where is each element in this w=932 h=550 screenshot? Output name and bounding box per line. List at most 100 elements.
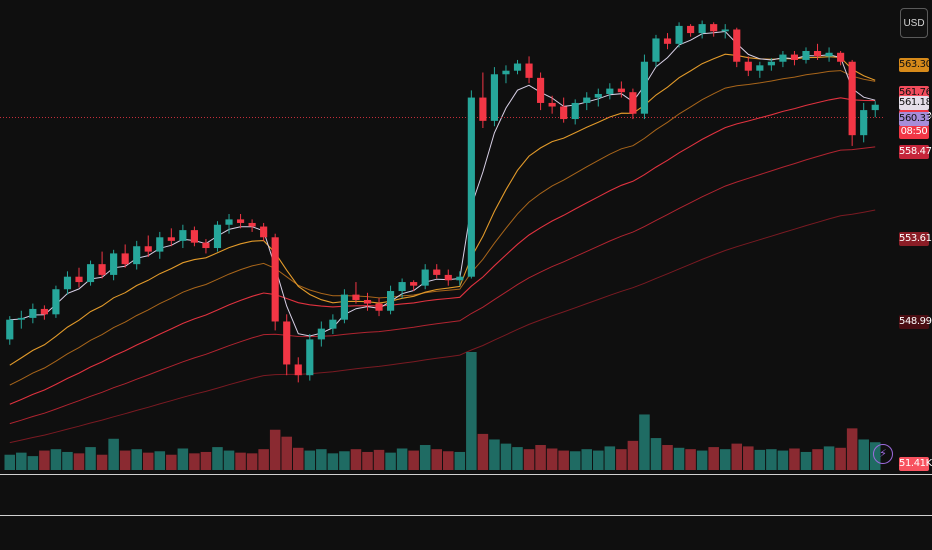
volume-bar <box>696 450 708 470</box>
price-label: 563.30 <box>899 58 932 73</box>
volume-bar <box>246 453 258 470</box>
candle-body <box>490 74 499 121</box>
candle-body <box>479 97 487 121</box>
price-label: 560.33 <box>899 111 932 126</box>
volume-label: 51.41K <box>899 457 932 471</box>
candle-body <box>375 303 383 311</box>
candle-body <box>40 308 48 315</box>
volume-bar <box>223 450 235 470</box>
candle-body <box>433 269 441 275</box>
volume-bar <box>131 449 142 470</box>
lightning-icon[interactable]: ⚡ <box>873 444 893 464</box>
volume-bar <box>108 438 119 470</box>
volume-bar <box>85 447 96 470</box>
volume-bar <box>512 447 523 470</box>
volume-bar <box>385 452 396 470</box>
candle-body <box>190 230 198 243</box>
candle-body <box>733 29 741 62</box>
candle-body <box>583 97 591 103</box>
moving-average-line-2 <box>9 146 876 425</box>
volume-bar <box>535 445 546 470</box>
candle-body <box>560 106 568 120</box>
volume-bar <box>523 449 535 470</box>
candle-body <box>236 219 245 223</box>
volume-bar <box>835 447 846 470</box>
candle-body <box>294 364 302 376</box>
volume-bar <box>339 451 350 470</box>
price-label: 548.99 <box>899 314 932 329</box>
candle-body <box>467 97 475 277</box>
volume-bar <box>708 447 719 470</box>
candle-body <box>640 61 649 114</box>
candle-body <box>271 237 279 322</box>
volume-bar <box>500 443 512 470</box>
currency-selector-button[interactable]: USD <box>900 8 928 38</box>
candle-body <box>813 50 822 57</box>
candle-body <box>860 110 868 136</box>
price-label: 561.18 <box>899 96 932 111</box>
candle-body <box>352 294 360 300</box>
candle-body <box>202 242 210 249</box>
volume-bar <box>650 438 662 470</box>
volume-bar <box>212 447 223 470</box>
volume-bar <box>569 451 581 470</box>
candle-body <box>248 222 256 227</box>
pane-divider-bottom <box>0 515 932 516</box>
volume-bar <box>119 450 131 470</box>
volume-bar <box>50 449 62 470</box>
candle-body <box>663 38 672 44</box>
volume-bar <box>304 450 316 470</box>
volume-bar <box>662 445 673 470</box>
volume-bar <box>350 449 362 470</box>
volume-bar <box>489 439 500 470</box>
volume-bar <box>546 448 558 470</box>
candle-body <box>386 291 395 311</box>
candle-body <box>837 52 845 62</box>
candle-body <box>571 102 579 120</box>
moving-average-line-4 <box>9 70 876 386</box>
candle-body <box>675 25 683 44</box>
candle-body <box>317 328 325 340</box>
candle-body <box>86 264 95 283</box>
candle-body <box>698 24 706 34</box>
candle-body <box>871 104 879 111</box>
volume-bar <box>812 449 823 470</box>
candle-body <box>721 29 729 32</box>
volume-bar <box>16 452 27 470</box>
volume-bar <box>62 451 73 470</box>
moving-average-line-5 <box>9 53 876 366</box>
candle-body <box>75 276 83 283</box>
volume-bar <box>373 449 385 470</box>
candle-body <box>410 282 418 286</box>
volume-bar <box>408 450 419 470</box>
volume-bar <box>558 450 569 470</box>
volume-bar <box>581 449 593 470</box>
candle-body <box>767 61 775 66</box>
volume-bar <box>27 456 39 470</box>
candle-body <box>306 339 314 376</box>
candle-body <box>606 88 614 94</box>
volume-bar <box>443 451 454 470</box>
volume-bar <box>269 429 281 470</box>
volume-bar <box>235 452 246 470</box>
moving-average-line-6 <box>9 30 876 337</box>
candle-body <box>629 92 637 114</box>
candle-body <box>825 52 833 57</box>
candle-body <box>167 237 175 241</box>
candle-body <box>537 77 545 103</box>
volume-bar <box>200 451 212 470</box>
volume-bar <box>73 453 85 470</box>
volume-bar <box>823 446 835 470</box>
candle-body <box>340 294 348 320</box>
volume-bar <box>466 352 477 470</box>
volume-bar <box>800 451 812 470</box>
volume-bar <box>154 451 166 470</box>
volume-bar <box>454 451 466 470</box>
candle-body <box>52 289 60 315</box>
volume-bar <box>292 447 304 470</box>
candle-body <box>156 237 164 252</box>
volume-bar <box>627 440 639 470</box>
candle-body <box>456 276 464 281</box>
volume-bar <box>673 447 685 470</box>
